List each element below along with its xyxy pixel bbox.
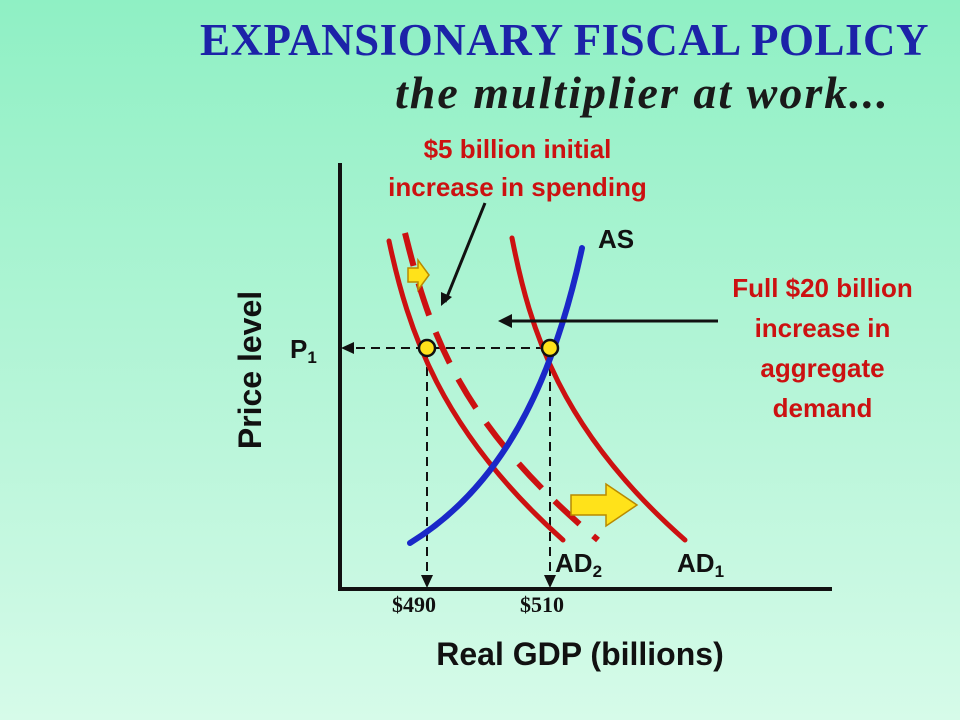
ad1-curve-original (386, 238, 566, 543)
ad1-label-main: AD (677, 548, 715, 578)
slide-subtitle: the multiplier at work... (395, 67, 890, 118)
full-increase-note: Full $20 billion increase in aggregate d… (690, 268, 955, 428)
small-shift-arrow (407, 257, 430, 293)
full-note-line-4: demand (772, 393, 873, 423)
price-level-marker: P1 (290, 334, 317, 368)
ad2-curve-label: AD2 (555, 548, 602, 582)
price-marker-main: P (290, 334, 308, 364)
gdp-490-arrowhead (421, 575, 433, 588)
ad2-label-sub: 2 (592, 562, 603, 581)
x-tick-510: $510 (520, 592, 564, 617)
initial-note-pointer (443, 202, 487, 303)
full-note-pointer-head (498, 314, 512, 328)
full-note-line-1: Full $20 billion (732, 273, 913, 303)
ad2-label-main: AD (555, 548, 593, 578)
as-curve-label: AS (598, 224, 635, 254)
price-guide-arrowhead (341, 342, 354, 354)
price-marker-sub: 1 (307, 348, 317, 367)
ad-curve-full-shift (509, 235, 688, 543)
full-note-line-3: aggregate (760, 353, 885, 383)
slide-title: EXPANSIONARY FISCAL POLICY (200, 15, 930, 65)
ad1-label-sub: 1 (714, 562, 725, 581)
gdp-510-arrowhead (544, 575, 556, 588)
ad-curve-initial-shift (402, 232, 600, 543)
x-axis-label: Real GDP (billions) (436, 636, 724, 672)
initial-note-line-2: increase in spending (388, 172, 647, 202)
initial-note-pointer-head (441, 292, 452, 306)
y-axis-label: Price level (232, 290, 268, 450)
equilibrium-point-490 (417, 338, 437, 358)
initial-spending-note: $5 billion initial increase in spending (345, 130, 690, 206)
ad1-curve-label: AD1 (677, 548, 724, 582)
as-curve (407, 245, 585, 546)
initial-note-line-1: $5 billion initial (423, 134, 612, 164)
x-tick-490: $490 (392, 592, 436, 617)
large-shift-arrow (570, 482, 639, 528)
full-note-line-2: increase in (754, 313, 891, 343)
equilibrium-point-510 (540, 338, 560, 358)
